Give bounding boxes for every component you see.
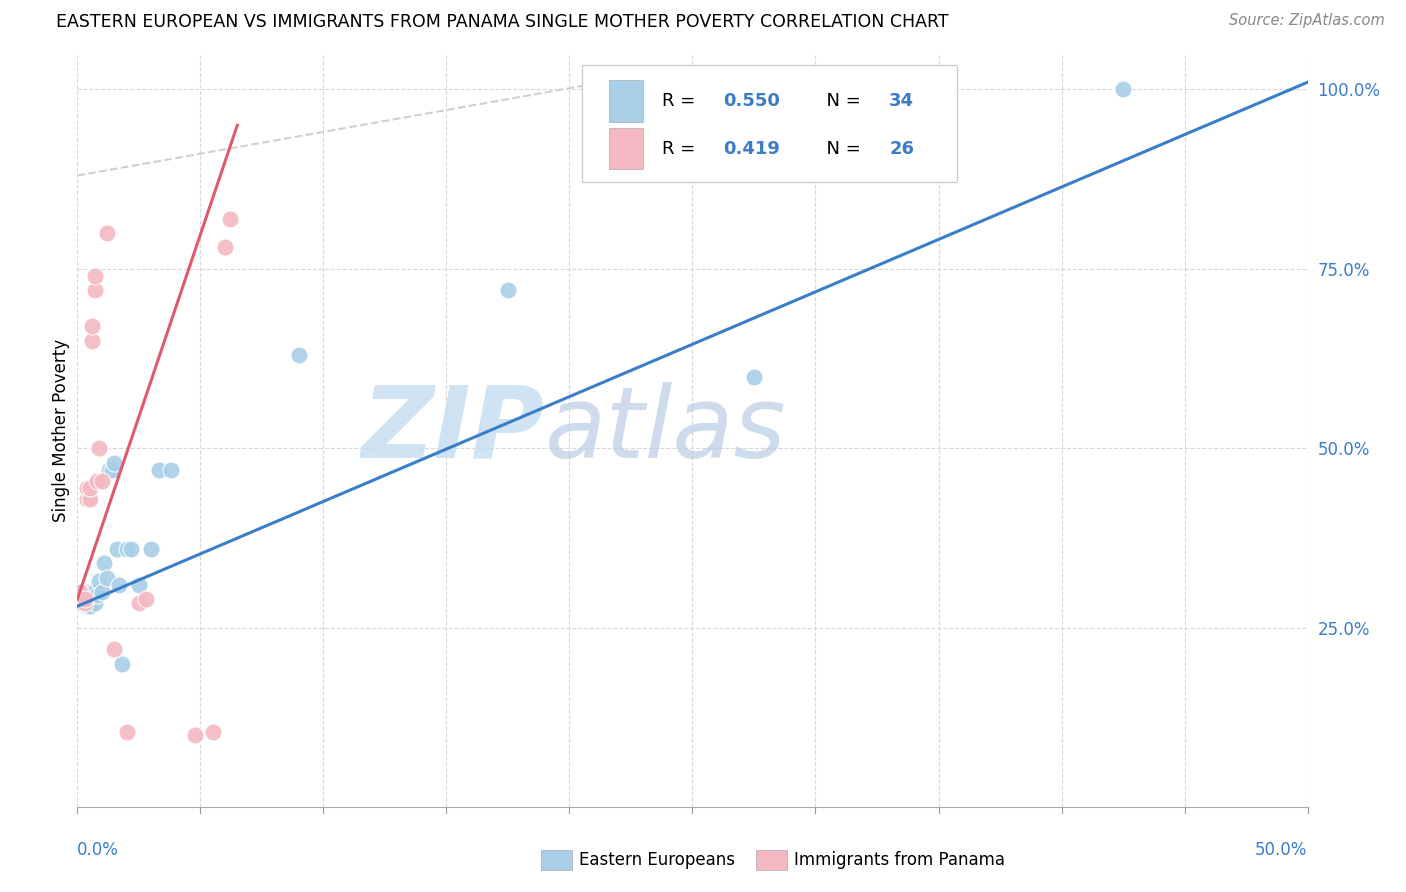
Point bbox=[288, 348, 311, 362]
Point bbox=[108, 578, 131, 592]
Point bbox=[160, 463, 183, 477]
Point bbox=[90, 474, 114, 488]
Text: 0.0%: 0.0% bbox=[77, 841, 120, 859]
Point bbox=[141, 541, 163, 556]
Point bbox=[89, 574, 111, 589]
Point bbox=[101, 463, 124, 477]
Point bbox=[184, 729, 207, 743]
Point bbox=[79, 481, 101, 495]
Text: Eastern Europeans: Eastern Europeans bbox=[579, 851, 735, 869]
Point bbox=[69, 589, 91, 603]
Point bbox=[83, 268, 105, 283]
Point bbox=[93, 556, 115, 570]
FancyBboxPatch shape bbox=[582, 65, 957, 182]
Text: R =: R = bbox=[662, 140, 700, 158]
Point bbox=[82, 334, 104, 348]
Text: ZIP: ZIP bbox=[361, 382, 546, 479]
Point bbox=[73, 589, 96, 603]
Point bbox=[128, 578, 150, 592]
Point bbox=[105, 541, 128, 556]
Point bbox=[70, 592, 93, 607]
Point bbox=[111, 657, 132, 671]
Point bbox=[96, 226, 118, 240]
Text: 0.550: 0.550 bbox=[723, 92, 780, 110]
Point bbox=[96, 570, 118, 584]
Point bbox=[76, 599, 98, 614]
Point bbox=[214, 240, 236, 254]
Point bbox=[79, 491, 101, 506]
Point bbox=[70, 596, 93, 610]
Point bbox=[103, 456, 125, 470]
Point bbox=[121, 541, 143, 556]
Text: Immigrants from Panama: Immigrants from Panama bbox=[794, 851, 1005, 869]
Point bbox=[70, 596, 93, 610]
Point bbox=[115, 541, 138, 556]
Point bbox=[86, 474, 108, 488]
Point bbox=[82, 585, 104, 599]
Text: 0.419: 0.419 bbox=[723, 140, 780, 158]
Text: 26: 26 bbox=[890, 140, 914, 158]
Text: R =: R = bbox=[662, 92, 700, 110]
Point bbox=[73, 596, 96, 610]
Point bbox=[76, 491, 98, 506]
Point bbox=[89, 442, 111, 456]
Point bbox=[98, 463, 121, 477]
Point bbox=[69, 585, 91, 599]
Text: Source: ZipAtlas.com: Source: ZipAtlas.com bbox=[1229, 13, 1385, 29]
Text: atlas: atlas bbox=[546, 382, 786, 479]
Point bbox=[83, 596, 105, 610]
Point bbox=[1112, 82, 1135, 96]
Point bbox=[83, 585, 105, 599]
Bar bbox=[609, 128, 644, 169]
Text: 50.0%: 50.0% bbox=[1256, 841, 1308, 859]
Point bbox=[742, 369, 765, 384]
Point bbox=[76, 585, 98, 599]
Bar bbox=[541, 850, 572, 870]
Text: EASTERN EUROPEAN VS IMMIGRANTS FROM PANAMA SINGLE MOTHER POVERTY CORRELATION CHA: EASTERN EUROPEAN VS IMMIGRANTS FROM PANA… bbox=[56, 13, 949, 31]
Point bbox=[69, 592, 91, 607]
Point bbox=[73, 592, 96, 607]
Point bbox=[83, 284, 105, 298]
Point bbox=[69, 596, 91, 610]
Bar bbox=[756, 850, 787, 870]
Point bbox=[148, 463, 170, 477]
Text: N =: N = bbox=[815, 92, 868, 110]
Bar bbox=[609, 80, 644, 121]
Text: N =: N = bbox=[815, 140, 868, 158]
Point bbox=[79, 599, 101, 614]
Point bbox=[103, 642, 125, 657]
Text: 34: 34 bbox=[890, 92, 914, 110]
Y-axis label: Single Mother Poverty: Single Mother Poverty bbox=[52, 339, 70, 522]
Point bbox=[496, 284, 519, 298]
Point bbox=[73, 599, 96, 614]
Point bbox=[115, 724, 138, 739]
Point bbox=[82, 319, 104, 334]
Point bbox=[90, 585, 114, 599]
Point bbox=[219, 211, 242, 226]
Point bbox=[201, 724, 224, 739]
Point bbox=[135, 592, 157, 607]
Point bbox=[70, 585, 93, 599]
Point bbox=[79, 589, 101, 603]
Point bbox=[76, 481, 98, 495]
Point bbox=[86, 589, 108, 603]
Point bbox=[128, 596, 150, 610]
